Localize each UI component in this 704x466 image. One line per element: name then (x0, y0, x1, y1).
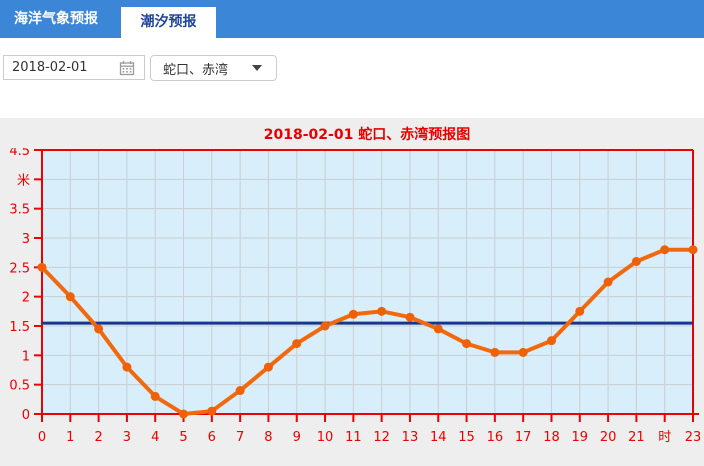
chart-panel: 2018-02-01 蛇口、赤湾预报图 0 1 2 3 4 5 6 7 8 9 10 11 12 13 14… (0, 118, 704, 466)
data-point (433, 324, 443, 334)
tab-bar: 海洋气象预报 潮汐预报 (0, 0, 704, 38)
x-tick-label: 3 (123, 430, 131, 445)
data-point (660, 245, 670, 255)
data-point (405, 312, 415, 322)
y-tick-label: 3 (22, 232, 30, 247)
y-tick-label: 0 (22, 408, 30, 423)
station-select-value: 蛇口、赤湾 (163, 62, 229, 78)
plot-area (42, 150, 693, 414)
data-point (603, 277, 613, 287)
y-tick-label: 1.5 (9, 320, 30, 335)
data-point (688, 245, 698, 255)
data-point (65, 292, 75, 302)
data-point (179, 409, 189, 419)
x-tick-label: 2 (94, 430, 102, 445)
y-tick-label: 0.5 (9, 379, 30, 394)
x-tick-label: 14 (430, 430, 447, 445)
y-tick-label: 4.5 (9, 148, 30, 159)
date-picker[interactable] (3, 55, 145, 80)
x-tick-label: 16 (487, 430, 504, 445)
x-tick-label: 18 (543, 430, 560, 445)
data-point (150, 391, 160, 401)
y-tick-label: 3.5 (9, 203, 30, 218)
data-point (37, 262, 47, 272)
data-point (94, 324, 104, 334)
x-tick-label: 23 (685, 430, 702, 445)
data-point (546, 336, 556, 346)
data-point (320, 321, 330, 331)
tab-tide-forecast[interactable]: 潮汐预报 (121, 7, 216, 38)
chevron-down-icon (252, 65, 262, 71)
data-point (631, 256, 641, 266)
y-tick-label: 2 (22, 291, 30, 306)
data-point (575, 306, 585, 316)
data-point (462, 339, 472, 349)
y-tick-label: 2.5 (9, 261, 30, 276)
x-tick-label: 12 (373, 430, 390, 445)
x-tick-label: 0 (38, 430, 46, 445)
x-tick-label: 13 (402, 430, 419, 445)
x-tick-label: 8 (264, 430, 272, 445)
data-point (348, 309, 358, 319)
x-tick-label: 19 (572, 430, 589, 445)
x-tick-label: 15 (458, 430, 475, 445)
tide-series-line (40, 247, 695, 416)
data-point (490, 347, 500, 357)
data-point (122, 362, 132, 372)
data-point (263, 362, 273, 372)
controls-row: 蛇口、赤湾 (0, 38, 704, 118)
x-tick-label: 21 (628, 430, 645, 445)
calendar-icon[interactable] (119, 60, 135, 76)
data-point (235, 386, 245, 396)
y-tick-label: 1 (22, 349, 30, 364)
data-point (377, 306, 387, 316)
x-tick-label: 时 (658, 430, 671, 445)
x-tick-label: 11 (345, 430, 362, 445)
x-tick-label: 7 (236, 430, 244, 445)
data-point (518, 347, 528, 357)
data-point (207, 406, 217, 416)
station-select[interactable]: 蛇口、赤湾 (150, 55, 277, 81)
x-tick-label: 20 (600, 430, 617, 445)
x-tick-label: 1 (66, 430, 74, 445)
x-tick-label: 17 (515, 430, 532, 445)
y-tick-label: 米 (17, 173, 30, 188)
x-tick-label: 9 (293, 430, 301, 445)
data-point (292, 339, 302, 349)
chart-title: 2018-02-01 蛇口、赤湾预报图 (263, 127, 471, 143)
x-tick-label: 5 (179, 430, 187, 445)
date-input[interactable] (12, 60, 104, 75)
x-tick-label: 10 (317, 430, 334, 445)
x-tick-label: 6 (208, 430, 216, 445)
tab-marine-weather-forecast[interactable]: 海洋气象预报 (14, 11, 98, 27)
x-tick-label: 4 (151, 430, 159, 445)
tide-chart: 0 1 2 3 4 5 6 7 8 9 10 11 12 13 14 15 16 17 18 19 20 21 时 2300.… (9, 148, 702, 445)
